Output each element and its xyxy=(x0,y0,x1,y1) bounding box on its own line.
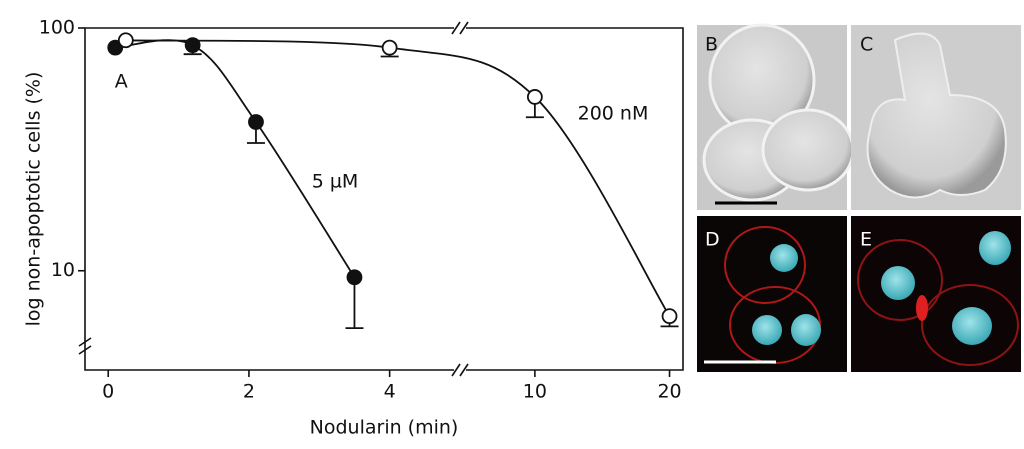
data-point xyxy=(381,39,398,56)
data-point xyxy=(107,39,124,56)
series-label: 200 nM xyxy=(578,103,649,125)
axis-break xyxy=(451,21,461,35)
membrane xyxy=(857,239,943,321)
x-tick-label: 2 xyxy=(243,381,255,403)
nucleus xyxy=(770,244,798,272)
x-tick-label: 10 xyxy=(523,381,547,403)
panel-label: B xyxy=(705,34,718,56)
axis-break xyxy=(459,21,469,35)
data-point xyxy=(346,269,363,286)
micrographs: B C D E xyxy=(697,23,1021,372)
nucleus xyxy=(881,266,915,300)
annotation: A xyxy=(115,70,128,92)
bleb xyxy=(916,295,928,321)
x-tick-label: 20 xyxy=(657,381,681,403)
data-point xyxy=(661,308,678,325)
error-bar xyxy=(345,277,364,330)
nucleus xyxy=(791,314,821,346)
data-point xyxy=(117,32,134,49)
axis-break xyxy=(78,345,92,355)
data-point xyxy=(184,37,201,54)
data-point xyxy=(526,89,543,105)
nucleus xyxy=(952,307,992,345)
data-point xyxy=(248,114,264,130)
series-line xyxy=(115,39,356,278)
cell-blebbing xyxy=(866,32,1007,199)
y-tick-label: 100 xyxy=(39,17,75,39)
nucleus xyxy=(752,315,782,345)
axis-break xyxy=(451,363,461,377)
panel-d xyxy=(697,216,847,372)
panel-label: E xyxy=(860,229,872,251)
y-axis-label: log non-apoptotic cells (%) xyxy=(23,72,45,327)
axis-frame xyxy=(84,27,684,371)
x-tick-label: 0 xyxy=(102,381,114,403)
panel-label: D xyxy=(705,229,720,251)
panel-label: C xyxy=(860,34,873,56)
x-axis-label: Nodularin (min) xyxy=(310,417,459,439)
y-tick-label: 10 xyxy=(51,259,75,281)
axis-break xyxy=(78,337,92,347)
nucleus xyxy=(979,231,1011,265)
cell xyxy=(761,108,855,192)
membrane xyxy=(921,284,1019,366)
x-tick-label: 4 xyxy=(384,381,396,403)
membrane xyxy=(724,226,806,304)
series-line xyxy=(125,39,671,317)
series-label: 5 µM xyxy=(312,171,359,193)
axis-break xyxy=(459,363,469,377)
